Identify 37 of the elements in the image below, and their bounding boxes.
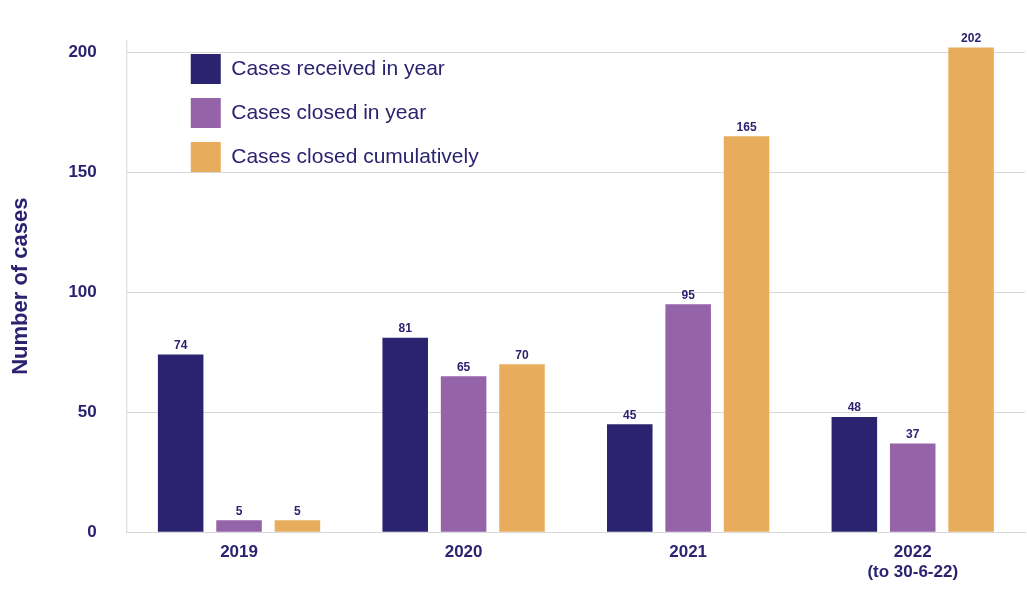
bar bbox=[499, 364, 545, 532]
x-tick-label: 2019 bbox=[220, 542, 258, 562]
y-tick-label: 150 bbox=[68, 161, 97, 181]
bar bbox=[607, 424, 653, 532]
legend-label: Cases closed in year bbox=[231, 99, 427, 123]
y-axis-title: Number of cases bbox=[7, 197, 33, 375]
legend-label: Cases closed cumulatively bbox=[231, 143, 480, 167]
y-tick-label: 100 bbox=[68, 281, 97, 301]
data-label: 81 bbox=[398, 321, 413, 336]
bar bbox=[948, 47, 994, 532]
bar bbox=[665, 304, 711, 532]
y-tick-label: 0 bbox=[87, 521, 97, 541]
bar bbox=[216, 520, 262, 532]
data-label: 48 bbox=[847, 400, 862, 415]
x-tick-label: 2021 bbox=[669, 542, 708, 562]
data-label: 5 bbox=[294, 503, 302, 518]
x-tick-label: 2020 bbox=[444, 542, 483, 562]
data-label: 70 bbox=[515, 347, 529, 362]
bar bbox=[157, 354, 204, 532]
data-label: 202 bbox=[961, 30, 982, 45]
bar bbox=[831, 417, 878, 532]
bar bbox=[382, 337, 428, 532]
data-label: 37 bbox=[906, 426, 920, 441]
y-tick-label: 200 bbox=[68, 41, 97, 61]
legend-label: Cases received in year bbox=[231, 55, 445, 79]
data-label: 5 bbox=[235, 503, 243, 518]
data-label: 45 bbox=[623, 407, 637, 422]
bar bbox=[440, 376, 487, 532]
data-label: 95 bbox=[681, 287, 696, 302]
y-tick-label: 50 bbox=[77, 401, 97, 421]
data-label: 165 bbox=[736, 119, 757, 134]
x-tick-label: 2022 (to 30-6-22) bbox=[867, 542, 959, 582]
bar bbox=[889, 443, 936, 532]
bar bbox=[723, 136, 770, 532]
bar bbox=[274, 520, 321, 532]
data-label: 74 bbox=[173, 337, 188, 352]
data-label: 65 bbox=[456, 359, 471, 374]
